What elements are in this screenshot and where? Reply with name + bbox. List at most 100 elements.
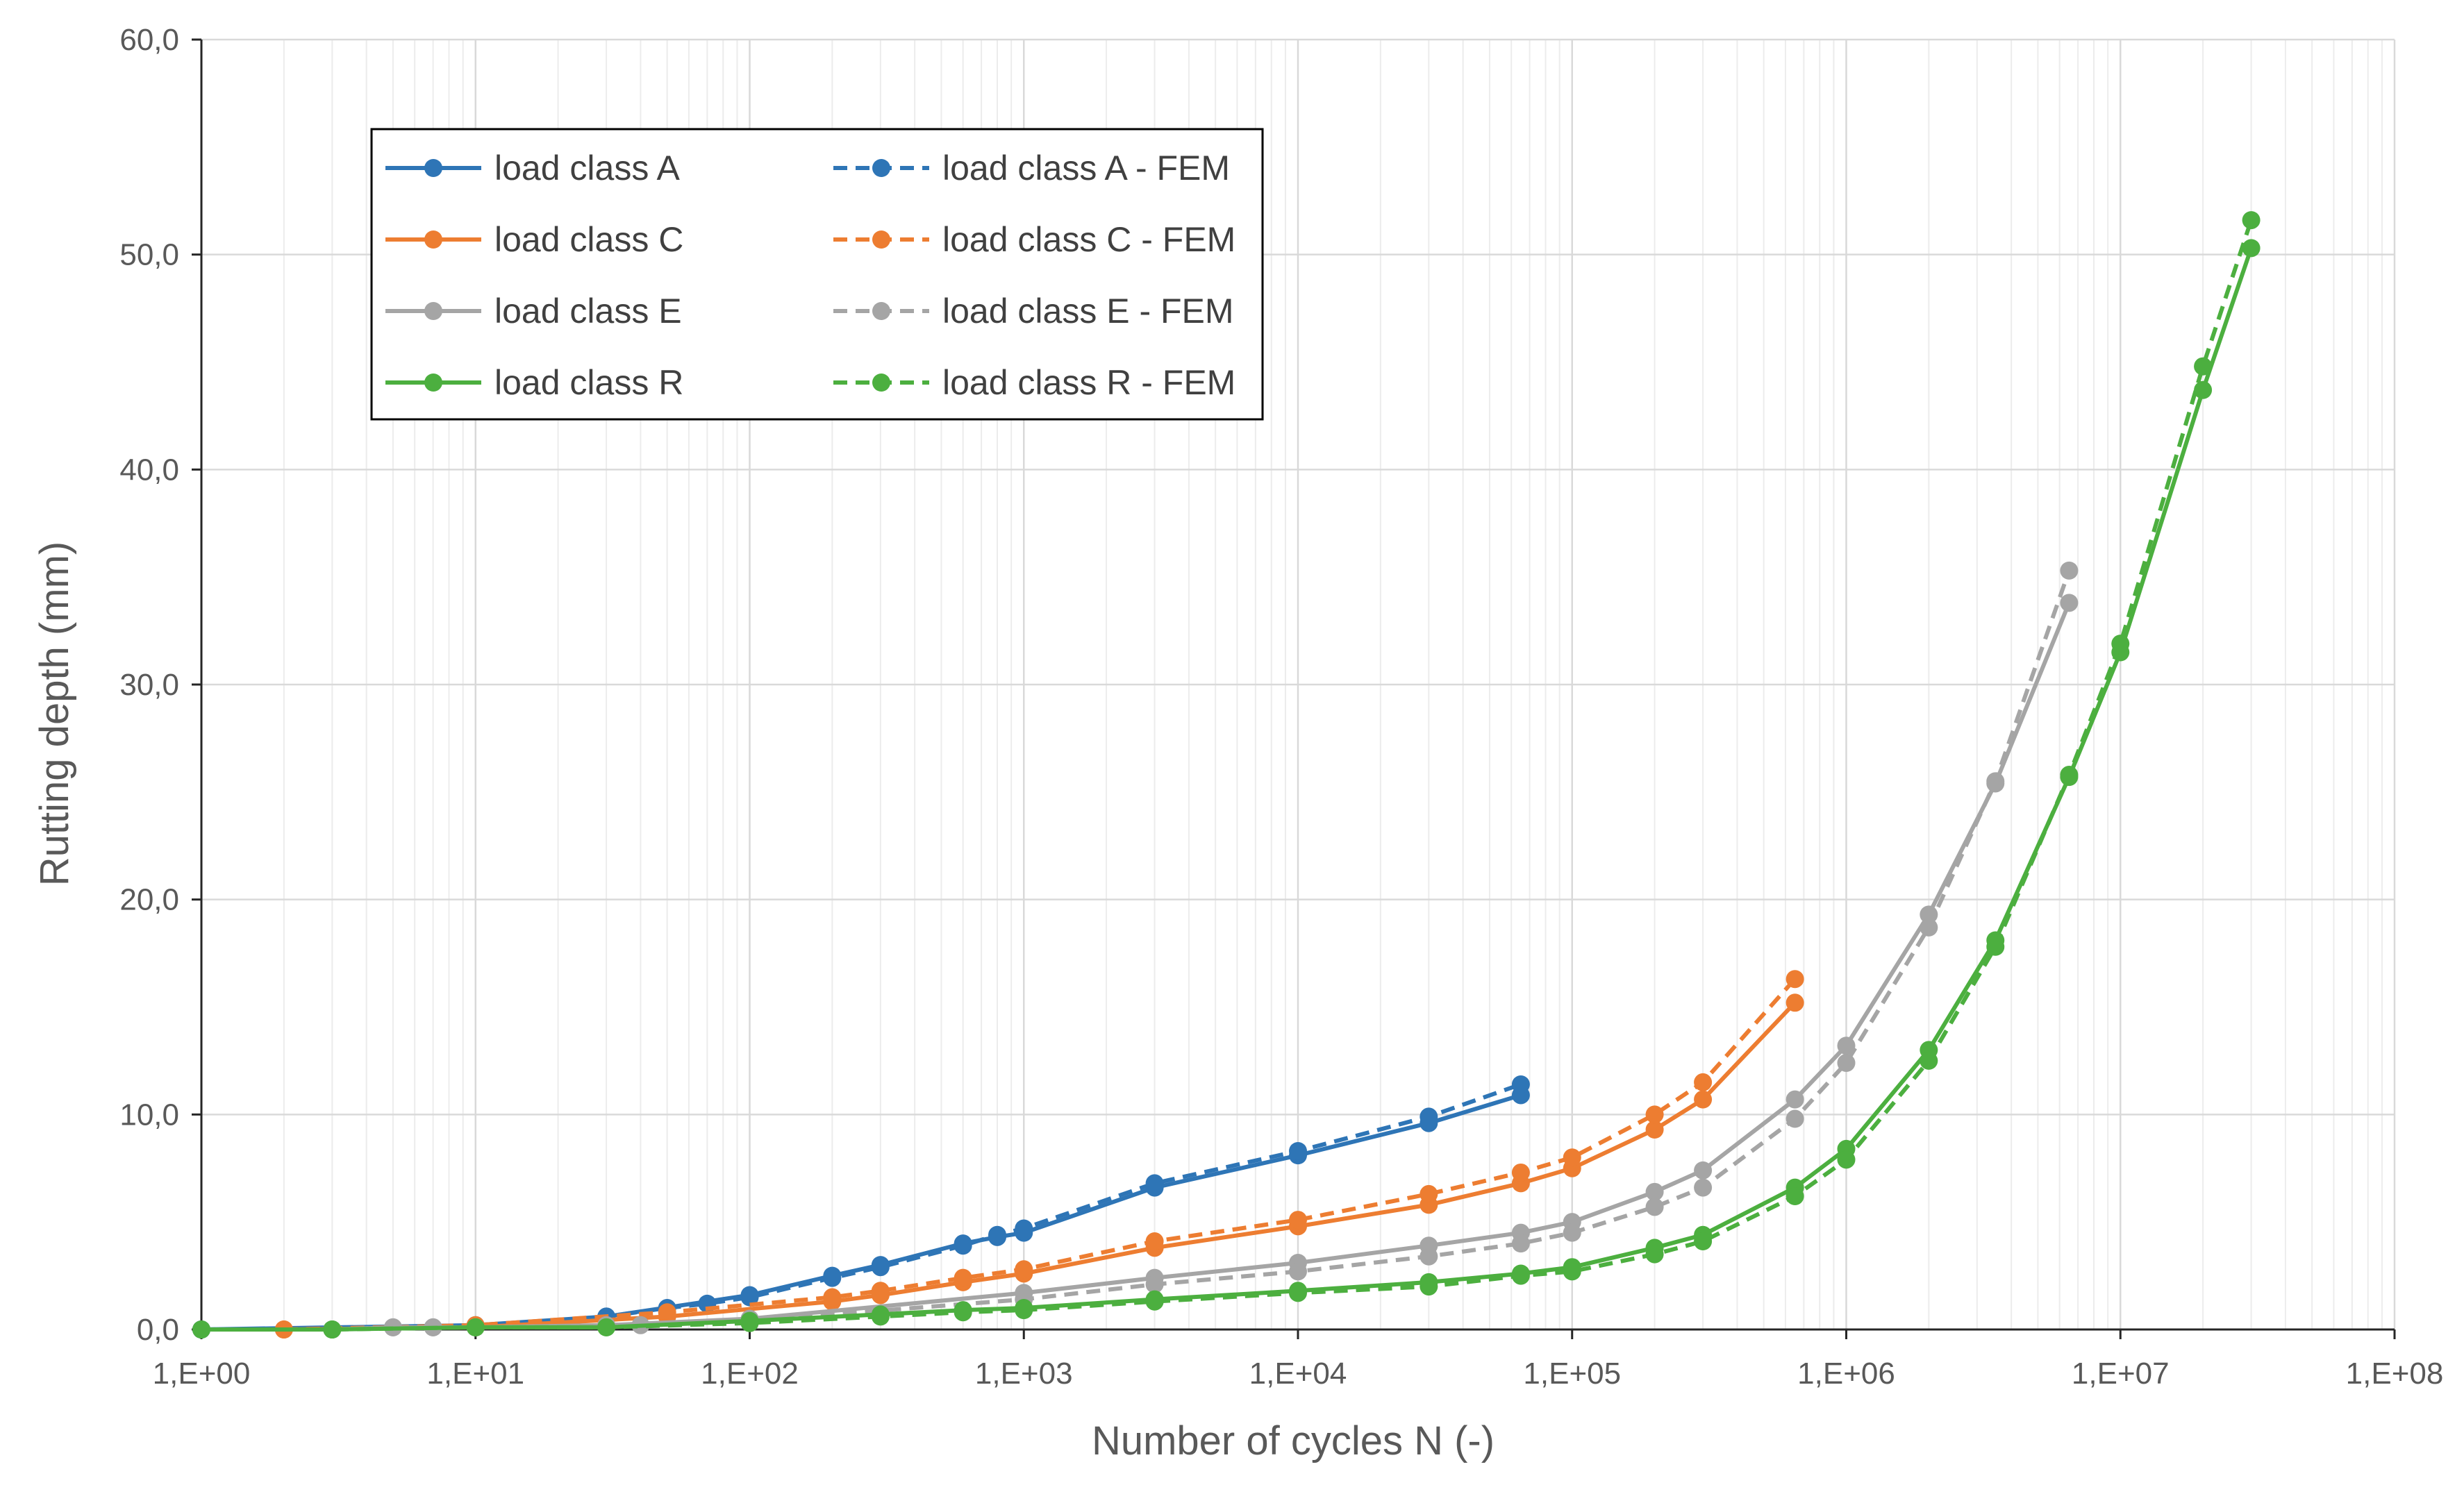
- data-point: [1420, 1184, 1438, 1203]
- data-point: [323, 1320, 342, 1339]
- data-point: [1145, 1292, 1164, 1311]
- tick-labels: 1,E+00 1,E+01 1,E+02 1,E+03 1,E+04 1,E+05 1,E+…: [119, 23, 2443, 1391]
- legend: load class A load class A - FEM load class…: [370, 128, 1264, 421]
- data-point: [1785, 970, 1804, 989]
- data-point: [1563, 1262, 1581, 1281]
- data-point: [1645, 1182, 1664, 1201]
- data-point: [954, 1303, 972, 1322]
- legend-swatch-marker: [872, 159, 890, 177]
- data-point: [192, 1320, 210, 1339]
- data-point: [1420, 1247, 1438, 1266]
- data-point: [1694, 1178, 1713, 1197]
- data-point: [1645, 1105, 1664, 1124]
- data-point: [597, 1318, 616, 1336]
- data-point: [1986, 772, 2005, 791]
- data-point: [2111, 635, 2130, 653]
- legend-swatch-marker: [424, 374, 442, 392]
- y-tick-label: 40,0: [119, 453, 179, 487]
- data-point: [740, 1288, 759, 1307]
- data-point: [1015, 1219, 1033, 1238]
- legend-label: load class E - FEM: [942, 292, 1234, 330]
- data-point: [1694, 1073, 1713, 1091]
- data-point: [1694, 1232, 1713, 1251]
- data-point: [2060, 561, 2079, 580]
- data-point: [1420, 1277, 1438, 1296]
- data-point: [1563, 1148, 1581, 1167]
- series-load-class-e-fem: [323, 561, 2079, 1339]
- data-point: [2242, 239, 2261, 258]
- legend-label: load class A - FEM: [942, 149, 1230, 187]
- legend-item-load-class-c-fem: load class C - FEM: [833, 220, 1235, 259]
- y-tick-label: 30,0: [119, 668, 179, 702]
- legend-item-load-class-c: load class C: [385, 220, 683, 259]
- legend-swatch-marker: [872, 302, 890, 320]
- x-tick-label: 1,E+00: [153, 1357, 251, 1391]
- data-point: [2194, 380, 2213, 399]
- x-tick-label: 1,E+03: [975, 1357, 1073, 1391]
- data-point: [823, 1288, 842, 1307]
- data-point: [1289, 1211, 1307, 1230]
- data-point: [1420, 1107, 1438, 1126]
- data-point: [2060, 766, 2079, 785]
- data-point: [988, 1225, 1006, 1244]
- data-point: [1145, 1275, 1164, 1293]
- data-point: [1837, 1054, 1856, 1073]
- data-point: [1694, 1090, 1713, 1109]
- data-point: [954, 1236, 972, 1255]
- data-point: [1785, 1109, 1804, 1128]
- data-point: [1289, 1262, 1307, 1281]
- legend-swatch-marker: [424, 230, 442, 249]
- legend-label: load class R: [494, 363, 683, 402]
- legend-label: load class A: [494, 149, 680, 187]
- series-line: [332, 602, 2072, 1332]
- data-point: [1289, 1141, 1307, 1160]
- data-point: [871, 1258, 890, 1277]
- data-point: [1645, 1198, 1664, 1216]
- legend-label: load class E: [494, 292, 682, 330]
- data-point: [1511, 1163, 1530, 1182]
- legend-item-load-class-r: load class R: [385, 363, 683, 402]
- data-point: [1920, 1051, 1938, 1070]
- data-point: [871, 1307, 890, 1326]
- legend-swatch-marker: [424, 159, 442, 177]
- x-tick-label: 1,E+01: [426, 1357, 524, 1391]
- x-tick-label: 1,E+05: [1523, 1357, 1621, 1391]
- x-tick-label: 1,E+06: [1797, 1357, 1895, 1391]
- legend-box: [370, 128, 1264, 421]
- legend-label: load class R - FEM: [942, 363, 1235, 402]
- data-point: [1785, 1187, 1804, 1206]
- x-axis-title: Number of cycles N (-): [1092, 1418, 1495, 1463]
- legend-label: load class C - FEM: [942, 220, 1235, 259]
- data-point: [1920, 918, 1938, 937]
- data-point: [1785, 993, 1804, 1012]
- data-point: [2060, 594, 2079, 612]
- data-point: [954, 1268, 972, 1287]
- data-point: [1645, 1245, 1664, 1264]
- data-point: [1563, 1223, 1581, 1242]
- legend-swatch-marker: [872, 230, 890, 249]
- series-load-class-r-fem: [192, 211, 2261, 1339]
- data-point: [1986, 937, 2005, 956]
- y-tick-label: 0,0: [137, 1313, 179, 1347]
- series-lines: [192, 211, 2261, 1339]
- x-tick-label: 1,E+07: [2072, 1357, 2170, 1391]
- data-point: [1015, 1260, 1033, 1279]
- data-point: [1289, 1284, 1307, 1302]
- data-point: [1511, 1075, 1530, 1093]
- x-tick-label: 1,E+04: [1249, 1357, 1347, 1391]
- data-point: [1511, 1266, 1530, 1285]
- legend-item-load-class-e: load class E: [385, 292, 682, 330]
- data-point: [1785, 1090, 1804, 1109]
- data-point: [871, 1282, 890, 1300]
- data-point: [466, 1318, 485, 1336]
- y-axis-title: Rutting depth (mm): [32, 542, 77, 886]
- legend-item-load-class-a: load class A: [385, 149, 680, 187]
- legend-item-load-class-a-fem: load class A - FEM: [833, 149, 1230, 187]
- data-point: [1145, 1174, 1164, 1193]
- x-tick-label: 1,E+08: [2346, 1357, 2444, 1391]
- legend-item-load-class-e-fem: load class E - FEM: [833, 292, 1234, 330]
- legend-swatch-marker: [424, 302, 442, 320]
- data-point: [823, 1268, 842, 1287]
- y-tick-label: 20,0: [119, 883, 179, 917]
